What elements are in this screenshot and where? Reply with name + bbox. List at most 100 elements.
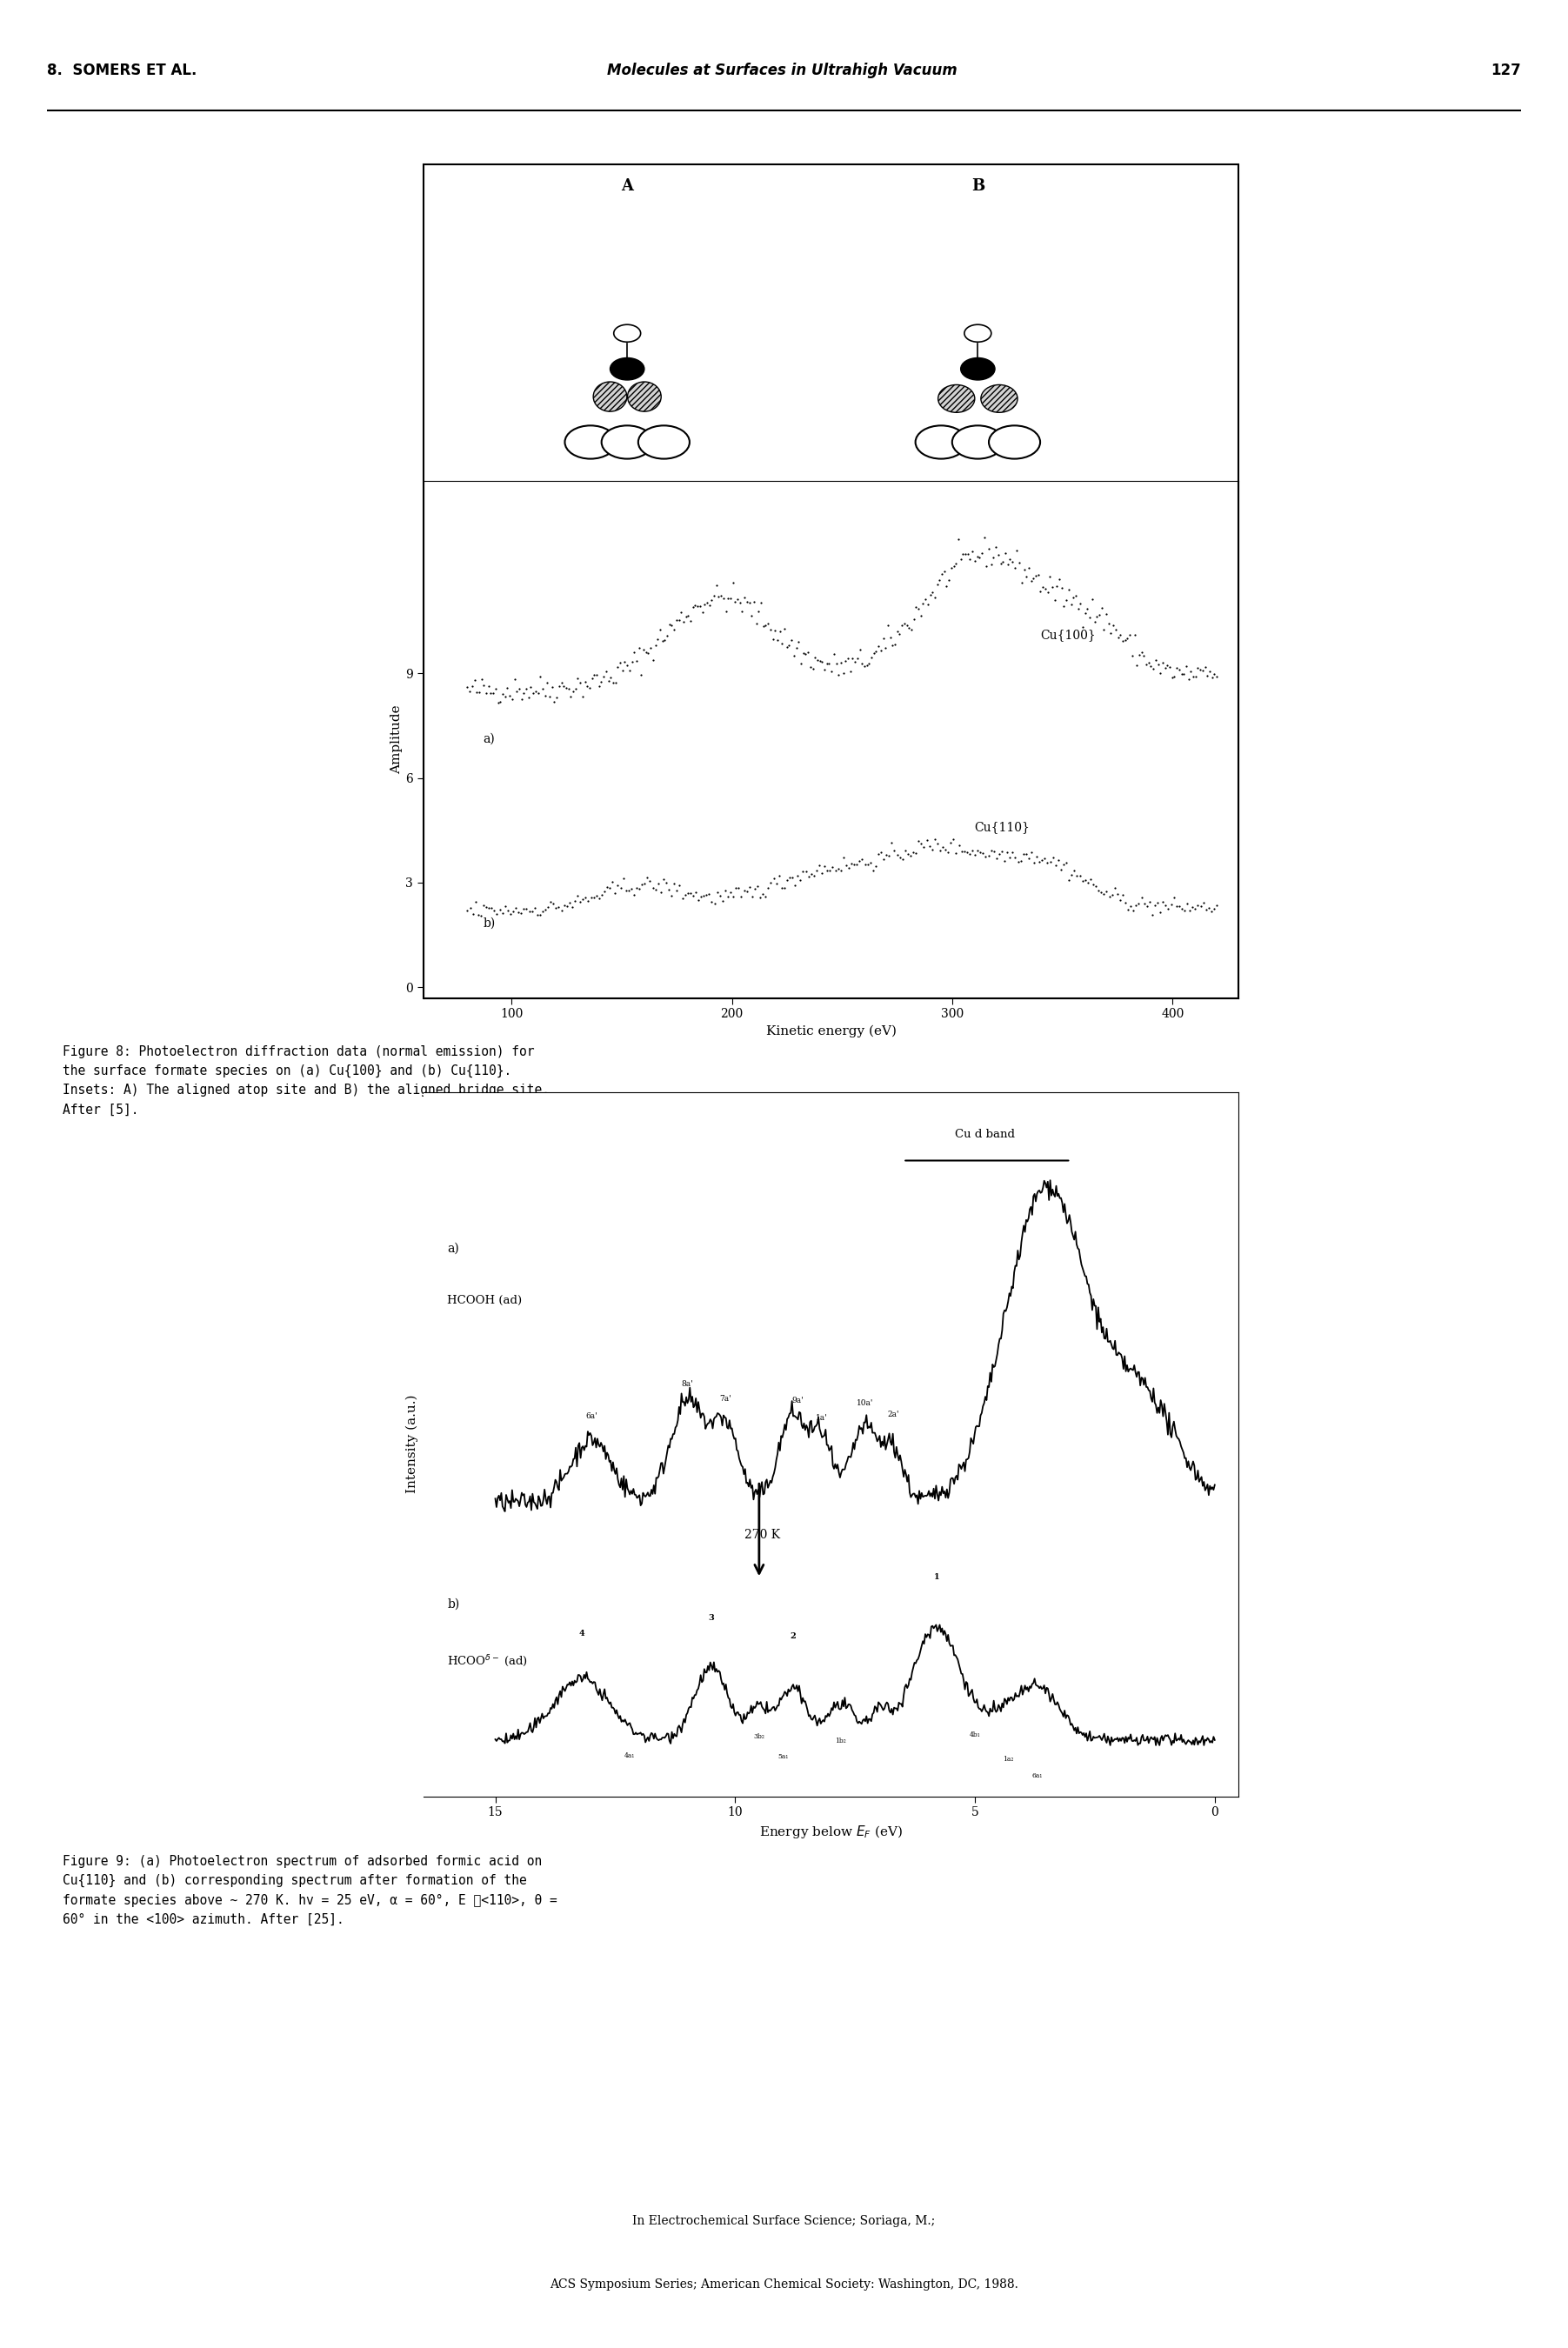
Point bbox=[1167, 650, 1192, 688]
Point bbox=[1002, 549, 1027, 587]
Point bbox=[582, 878, 607, 916]
Point bbox=[1076, 589, 1101, 627]
Point bbox=[1030, 841, 1055, 878]
Point bbox=[1011, 549, 1036, 587]
Point bbox=[654, 618, 679, 655]
Point bbox=[771, 610, 797, 648]
Point bbox=[925, 824, 950, 862]
Point bbox=[1071, 608, 1096, 646]
Point bbox=[1204, 888, 1229, 925]
Point bbox=[887, 615, 913, 653]
Point bbox=[745, 866, 770, 904]
Point bbox=[629, 866, 654, 904]
Point bbox=[707, 878, 732, 916]
Point bbox=[502, 660, 527, 697]
Point bbox=[1163, 650, 1189, 688]
Point bbox=[804, 852, 829, 890]
Point bbox=[528, 657, 554, 695]
Point bbox=[1115, 892, 1140, 930]
Point bbox=[977, 531, 1002, 568]
Point bbox=[560, 888, 585, 925]
Point bbox=[850, 646, 875, 683]
Point bbox=[579, 878, 604, 916]
Point bbox=[952, 831, 977, 869]
Point bbox=[530, 669, 555, 707]
Point bbox=[1076, 864, 1101, 902]
Point bbox=[1185, 885, 1210, 923]
Point bbox=[561, 672, 586, 709]
Point bbox=[557, 885, 582, 923]
Point bbox=[930, 829, 955, 866]
Point bbox=[619, 643, 644, 681]
Point bbox=[602, 664, 627, 702]
Point bbox=[817, 852, 842, 890]
Point bbox=[1149, 643, 1174, 681]
Point bbox=[591, 873, 616, 911]
Point bbox=[459, 667, 485, 704]
Text: In Electrochemical Surface Science; Soriaga, M.;: In Electrochemical Surface Science; Sori… bbox=[632, 2214, 936, 2228]
Point bbox=[593, 653, 618, 690]
Point bbox=[546, 888, 571, 925]
Point bbox=[1138, 648, 1163, 686]
Point bbox=[880, 824, 905, 862]
Point bbox=[597, 869, 622, 906]
Point bbox=[837, 653, 862, 690]
Point bbox=[621, 876, 646, 913]
Point bbox=[619, 871, 644, 909]
Point bbox=[1156, 890, 1181, 927]
Point bbox=[511, 674, 536, 711]
Point bbox=[1145, 885, 1170, 923]
Text: Cu{100}: Cu{100} bbox=[1041, 629, 1096, 641]
Point bbox=[601, 664, 626, 702]
Point bbox=[499, 895, 524, 932]
Point bbox=[1105, 618, 1131, 655]
Point bbox=[659, 606, 684, 643]
Point bbox=[1110, 622, 1135, 660]
Point bbox=[858, 843, 883, 880]
Point bbox=[1069, 862, 1094, 899]
Point bbox=[1002, 838, 1027, 876]
Text: b): b) bbox=[447, 1597, 459, 1611]
Point bbox=[1174, 885, 1200, 923]
Text: 1a': 1a' bbox=[815, 1413, 828, 1423]
Point bbox=[1096, 606, 1121, 643]
Point bbox=[847, 632, 872, 669]
Point bbox=[696, 587, 721, 625]
Text: b): b) bbox=[483, 918, 495, 930]
Point bbox=[613, 871, 638, 909]
Y-axis label: Amplitude: Amplitude bbox=[390, 704, 403, 775]
Point bbox=[638, 629, 663, 667]
Point bbox=[728, 585, 753, 622]
Point bbox=[748, 585, 773, 622]
Point bbox=[1176, 660, 1201, 697]
Point bbox=[842, 845, 867, 883]
Point bbox=[586, 880, 612, 918]
Point bbox=[724, 580, 750, 618]
Point bbox=[822, 634, 847, 672]
Text: 8.  SOMERS ET AL.: 8. SOMERS ET AL. bbox=[47, 63, 198, 77]
Point bbox=[1187, 650, 1212, 688]
Point bbox=[1148, 655, 1173, 693]
Point bbox=[464, 674, 489, 711]
Point bbox=[1137, 643, 1162, 681]
Point bbox=[1121, 892, 1146, 930]
Point bbox=[1140, 897, 1165, 935]
Point bbox=[892, 831, 917, 869]
Point bbox=[894, 606, 919, 643]
Point bbox=[1033, 571, 1058, 608]
Point bbox=[1110, 876, 1135, 913]
Point bbox=[596, 662, 621, 700]
Point bbox=[806, 848, 831, 885]
Point bbox=[759, 864, 784, 902]
Point bbox=[895, 836, 920, 873]
Point bbox=[820, 848, 845, 885]
Point bbox=[474, 674, 499, 711]
Point bbox=[695, 585, 720, 622]
Point bbox=[597, 660, 622, 697]
Point bbox=[842, 643, 867, 681]
Point bbox=[1190, 883, 1215, 920]
Point bbox=[673, 599, 698, 636]
Point bbox=[557, 669, 582, 707]
Point bbox=[1027, 843, 1052, 880]
Point bbox=[590, 876, 615, 913]
